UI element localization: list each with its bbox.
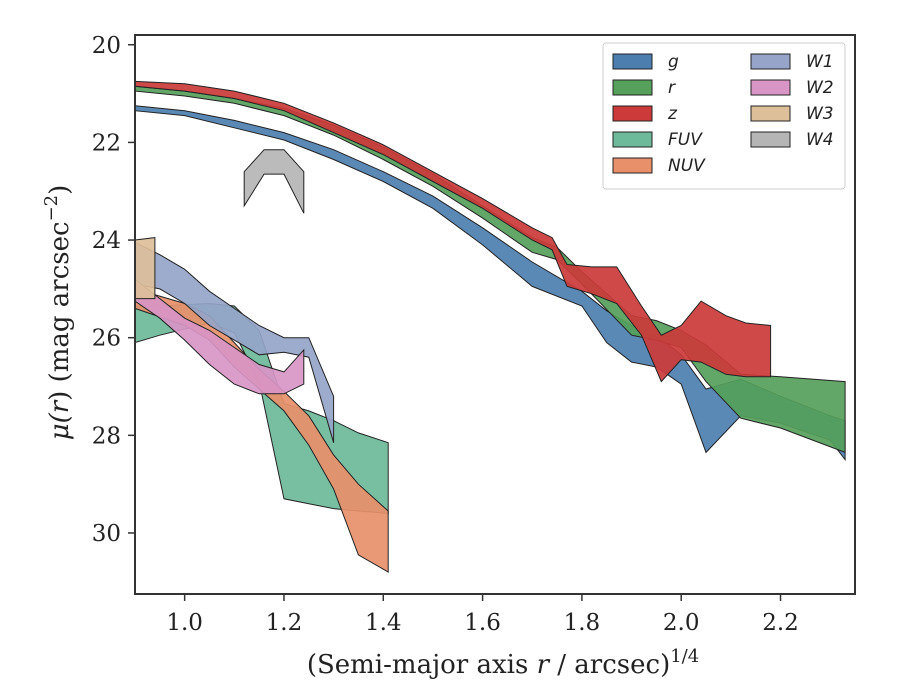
band-z bbox=[134, 80, 772, 383]
legend-label-z: z bbox=[667, 104, 678, 124]
x-tick-label: 1.4 bbox=[365, 610, 402, 636]
legend-label-w2: W2 bbox=[806, 78, 834, 98]
y-tick-label: 26 bbox=[92, 326, 121, 352]
x-tick-label: 1.0 bbox=[166, 610, 203, 636]
band-w2 bbox=[134, 278, 305, 395]
legend-swatch-r bbox=[612, 79, 653, 96]
y-tick-label: 28 bbox=[92, 423, 121, 449]
legend-swatch-fuv bbox=[612, 131, 653, 148]
x-axis-label: (Semi-major axis r / arcsec)1/4 bbox=[307, 646, 699, 680]
x-tick-label: 2.0 bbox=[663, 610, 700, 636]
legend-swatch-z bbox=[612, 105, 653, 122]
y-tick-label: 24 bbox=[92, 228, 121, 254]
data-bands bbox=[134, 80, 846, 573]
legend-swatch-w1 bbox=[750, 53, 791, 70]
band-w3 bbox=[134, 237, 156, 300]
x-tick-label: 1.2 bbox=[266, 610, 303, 636]
x-axis-ticks: 1.0 1.2 1.4 1.6 1.8 2.0 2.2 bbox=[166, 594, 799, 636]
legend-label-fuv: FUV bbox=[668, 130, 703, 150]
y-axis-ticks: 20 22 24 26 28 30 bbox=[92, 33, 135, 547]
legend-swatch-g bbox=[612, 53, 653, 70]
x-tick-label: 2.2 bbox=[762, 610, 799, 636]
x-tick-label: 1.6 bbox=[464, 610, 501, 636]
y-axis-label: μ(r) (mag arcsec−2) bbox=[41, 185, 75, 441]
x-tick-label: 1.8 bbox=[564, 610, 601, 636]
legend-label-w4: W4 bbox=[806, 130, 834, 150]
legend-label-g: g bbox=[668, 52, 679, 72]
plot-frame bbox=[134, 34, 856, 595]
legend-swatch-w3 bbox=[750, 105, 791, 122]
y-tick-label: 30 bbox=[92, 521, 121, 547]
y-tick-label: 22 bbox=[92, 130, 121, 156]
legend-label-nuv: NUV bbox=[668, 156, 706, 176]
y-tick-label: 20 bbox=[92, 33, 121, 59]
band-w4 bbox=[243, 149, 305, 214]
legend-swatch-nuv bbox=[612, 157, 653, 174]
legend-swatch-w2 bbox=[750, 79, 791, 96]
legend-label-r: r bbox=[668, 78, 676, 98]
legend-label-w1: W1 bbox=[806, 52, 834, 72]
band-w1 bbox=[134, 241, 335, 443]
legend-label-w3: W3 bbox=[806, 104, 834, 124]
legend-swatch-w4 bbox=[750, 131, 791, 148]
legend: grz FUV NUV W1 W2 W3 W4 bbox=[602, 42, 846, 190]
